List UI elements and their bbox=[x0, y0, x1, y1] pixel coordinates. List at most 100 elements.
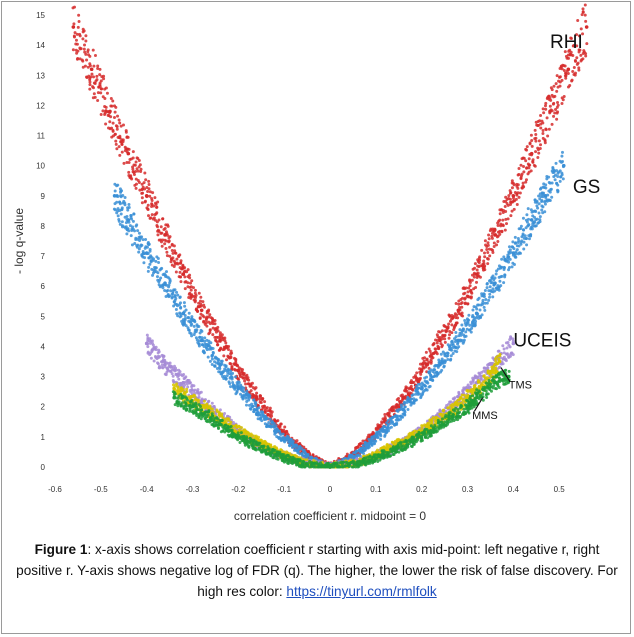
scatter-point bbox=[227, 380, 231, 384]
scatter-point bbox=[136, 229, 140, 233]
scatter-point bbox=[423, 384, 427, 388]
scatter-point bbox=[296, 445, 300, 449]
scatter-point bbox=[571, 70, 575, 74]
scatter-point bbox=[215, 340, 219, 344]
scatter-point bbox=[78, 34, 82, 38]
scatter-point bbox=[131, 156, 135, 160]
data-point bbox=[199, 338, 204, 343]
scatter-point bbox=[211, 326, 215, 330]
scatter-point bbox=[401, 415, 405, 419]
scatter-point bbox=[120, 220, 124, 224]
scatter-point bbox=[155, 275, 159, 279]
scatter-point bbox=[84, 39, 88, 43]
scatter-point bbox=[163, 242, 167, 246]
scatter-point bbox=[170, 368, 174, 372]
scatter-point bbox=[519, 163, 523, 167]
scatter-point bbox=[105, 91, 109, 95]
y-tick-label: 15 bbox=[36, 11, 45, 20]
data-point bbox=[163, 233, 167, 237]
scatter-point bbox=[461, 327, 465, 331]
scatter-point bbox=[435, 341, 439, 345]
scatter-point bbox=[125, 215, 129, 219]
scatter-point bbox=[507, 245, 511, 249]
scatter-point bbox=[383, 413, 387, 417]
scatter-point bbox=[539, 114, 543, 118]
scatter-point bbox=[558, 75, 562, 79]
scatter-point bbox=[420, 424, 424, 428]
scatter-point bbox=[530, 144, 534, 148]
scatter-point bbox=[164, 373, 168, 377]
scatter-point bbox=[482, 259, 486, 263]
scatter-point bbox=[216, 325, 220, 329]
scatter-point bbox=[137, 181, 141, 185]
scatter-point bbox=[225, 358, 229, 362]
scatter-point bbox=[458, 305, 462, 309]
scatter-point bbox=[572, 65, 576, 69]
scatter-point bbox=[547, 127, 551, 131]
scatter-point bbox=[380, 421, 384, 425]
data-point bbox=[493, 233, 497, 237]
scatter-point bbox=[145, 245, 149, 249]
scatter-point bbox=[563, 50, 567, 54]
scatter-point bbox=[514, 197, 518, 201]
scatter-point bbox=[99, 91, 103, 95]
data-point bbox=[218, 362, 222, 367]
scatter-point bbox=[177, 372, 181, 376]
scatter-point bbox=[206, 309, 210, 313]
scatter-point bbox=[265, 406, 269, 410]
scatter-point bbox=[581, 7, 585, 11]
scatter-point bbox=[219, 346, 223, 350]
scatter-point bbox=[125, 160, 129, 164]
scatter-point bbox=[180, 388, 184, 392]
scatter-point bbox=[142, 181, 146, 185]
scatter-point bbox=[484, 370, 488, 374]
scatter-point bbox=[131, 219, 135, 223]
scatter-point bbox=[554, 82, 558, 86]
scatter-point bbox=[149, 356, 153, 360]
scatter-point bbox=[72, 22, 76, 26]
scatter-point bbox=[442, 408, 446, 412]
scatter-point bbox=[150, 339, 154, 343]
scatter-point bbox=[161, 238, 165, 242]
scatter-point bbox=[115, 127, 119, 131]
scatter-point bbox=[192, 333, 196, 337]
scatter-point bbox=[151, 271, 155, 275]
scatter-point bbox=[483, 308, 487, 312]
y-tick-label: 5 bbox=[41, 312, 46, 321]
scatter-point bbox=[460, 323, 464, 327]
scatter-point bbox=[373, 439, 377, 443]
scatter-point bbox=[161, 217, 165, 221]
scatter-point bbox=[525, 148, 529, 152]
scatter-point bbox=[98, 67, 102, 71]
y-tick-label: 2 bbox=[41, 403, 46, 412]
scatter-point bbox=[181, 263, 185, 267]
scatter-point bbox=[245, 403, 249, 407]
scatter-point bbox=[119, 124, 123, 128]
scatter-point bbox=[73, 31, 77, 35]
scatter-point bbox=[469, 380, 473, 384]
scatter-point bbox=[200, 336, 204, 340]
scatter-point bbox=[147, 179, 151, 183]
scatter-point bbox=[143, 246, 147, 250]
scatter-point bbox=[447, 336, 451, 340]
scatter-point bbox=[363, 440, 367, 444]
scatter-point bbox=[457, 390, 461, 394]
scatter-point bbox=[194, 296, 198, 300]
scatter-point bbox=[222, 354, 226, 358]
scatter-point bbox=[448, 314, 452, 318]
scatter-point bbox=[525, 166, 529, 170]
scatter-point bbox=[144, 178, 148, 182]
scatter-point bbox=[482, 292, 486, 296]
scatter-point bbox=[577, 50, 581, 54]
scatter-point bbox=[505, 197, 509, 201]
scatter-point bbox=[454, 335, 458, 339]
scatter-point bbox=[190, 315, 194, 319]
scatter-point bbox=[503, 273, 507, 277]
scatter-point bbox=[483, 239, 487, 243]
data-point bbox=[474, 311, 479, 316]
scatter-point bbox=[72, 35, 76, 39]
scatter-point bbox=[116, 183, 120, 187]
scatter-point bbox=[170, 243, 174, 247]
scatter-point bbox=[472, 275, 476, 279]
scatter-point bbox=[227, 344, 231, 348]
